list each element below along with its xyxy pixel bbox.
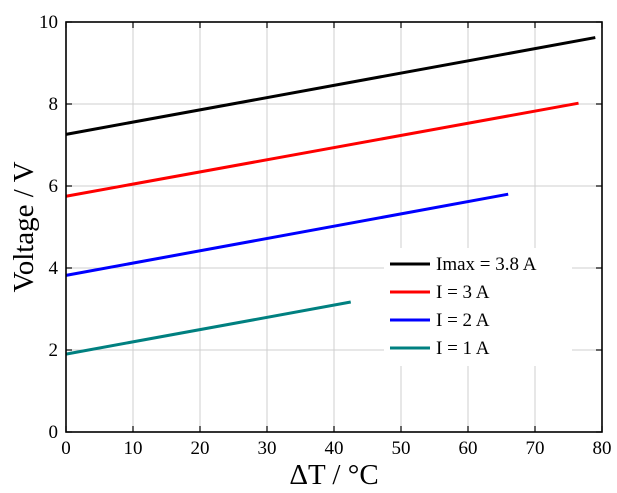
x-tick-label: 40: [325, 438, 344, 459]
legend: Imax = 3.8 A I = 3 A I = 2 A I = 1 A: [384, 248, 572, 366]
y-tick-label: 2: [49, 340, 59, 361]
x-tick-label: 70: [526, 438, 545, 459]
legend-label-3: I = 2 A: [436, 310, 490, 331]
series-layer: [65, 36, 596, 356]
ticks: 0 10 20 30 40 50 60 70 80 0 2 4 6 8 10: [39, 12, 612, 459]
x-tick-label: 20: [191, 438, 210, 459]
x-tick-label: 60: [459, 438, 478, 459]
y-axis-title: Voltage / V: [8, 161, 40, 292]
series-line-4: [65, 300, 352, 356]
series-line-1: [65, 36, 596, 136]
x-tick-label: 10: [124, 438, 143, 459]
y-tick-label: 8: [49, 94, 59, 115]
series-line-2: [65, 101, 579, 198]
x-tick-label: 30: [258, 438, 277, 459]
axis-labels: ΔT / °C Voltage / V: [8, 161, 379, 491]
x-axis-title: ΔT / °C: [289, 459, 378, 491]
legend-label-4: I = 1 A: [436, 338, 490, 359]
y-tick-label: 10: [39, 12, 58, 33]
x-tick-label: 50: [392, 438, 411, 459]
x-tick-label: 80: [593, 438, 612, 459]
legend-label-1: Imax = 3.8 A: [436, 254, 537, 275]
y-tick-label: 6: [49, 176, 59, 197]
legend-background: [384, 248, 572, 366]
y-tick-label: 4: [49, 258, 59, 279]
grid: [66, 22, 602, 432]
series-line-3: [65, 192, 509, 277]
legend-label-2: I = 3 A: [436, 282, 490, 303]
y-tick-label: 0: [49, 422, 59, 443]
x-tick-label: 0: [61, 438, 71, 459]
